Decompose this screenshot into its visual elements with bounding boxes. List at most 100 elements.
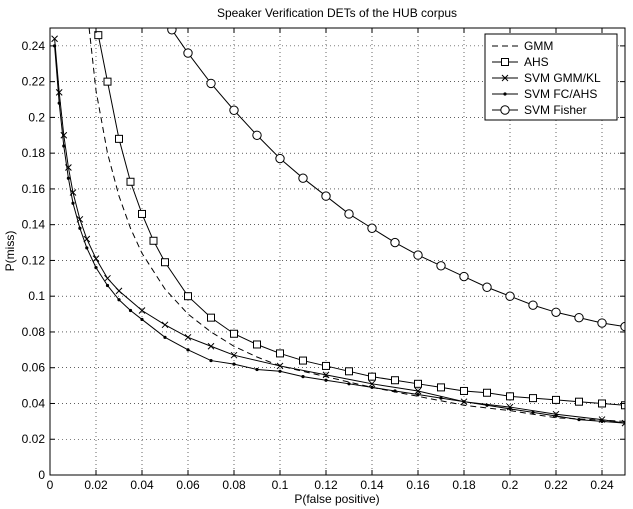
y-tick-label: 0.14 [22, 218, 46, 232]
data-point-svm-gmm-kl [207, 342, 215, 350]
data-point-svm-fisher [183, 48, 193, 58]
data-point-svm-gmm-kl [51, 35, 58, 43]
data-point-svm-fc-ahs [232, 362, 236, 366]
y-tick-label: 0.06 [22, 361, 46, 375]
data-point-svm-fc-ahs [393, 389, 397, 393]
data-point-ahs [322, 361, 330, 370]
data-point-svm-fc-ahs [57, 101, 61, 105]
data-point-svm-fisher [390, 237, 400, 248]
data-point-svm-fc-ahs [209, 358, 213, 363]
data-point-svm-fc-ahs [508, 407, 512, 411]
data-point-svm-fc-ahs [554, 414, 558, 418]
data-point-ahs [345, 367, 353, 376]
data-point-svm-fisher [528, 300, 538, 310]
x-tick-label: 0.2 [502, 478, 519, 492]
data-point-svm-gmm-kl [230, 351, 238, 359]
x-tick-label: 0.02 [84, 478, 108, 492]
legend-label-svm-fc-ahs: SVM FC/AHS [524, 87, 597, 101]
y-tick-label: 0.02 [22, 432, 46, 446]
data-point-ahs [391, 376, 399, 385]
data-point-ahs [230, 329, 238, 338]
series-layer [51, 28, 625, 427]
data-point-ahs [149, 236, 158, 245]
data-point-svm-fc-ahs [600, 419, 604, 423]
data-point-svm-fc-ahs [439, 396, 443, 400]
x-tick-label: 0.08 [222, 478, 246, 492]
data-point-ahs [207, 313, 215, 322]
series-svm-fisher [167, 28, 625, 332]
data-point-svm-fc-ahs [370, 385, 374, 389]
x-tick-label: 0.18 [452, 478, 476, 492]
y-tick-label: 0.08 [22, 325, 46, 339]
data-point-svm-gmm-kl [161, 321, 169, 329]
data-point-ahs [276, 349, 284, 358]
data-point-svm-fc-ahs [78, 226, 82, 230]
data-point-svm-fisher [298, 173, 308, 183]
x-tick-label: 0.14 [360, 478, 384, 492]
data-point-svm-fc-ahs [117, 298, 121, 302]
data-point-svm-fc-ahs [462, 400, 466, 404]
series-line-gmm [88, 28, 625, 422]
data-point-svm-fc-ahs [347, 382, 351, 386]
data-point-ahs [414, 379, 422, 388]
data-point-svm-fisher [482, 282, 492, 292]
data-point-svm-fisher [229, 105, 239, 115]
data-point-svm-fisher [206, 78, 216, 89]
legend-marker-svm-fisher [500, 105, 510, 115]
data-point-ahs [184, 292, 192, 301]
legend-label-svm-fisher: SVM Fisher [524, 103, 587, 117]
data-point-ahs [575, 397, 583, 406]
data-point-ahs [483, 388, 491, 397]
legend-label-gmm: GMM [524, 39, 553, 53]
data-point-svm-fc-ahs [71, 201, 75, 205]
data-point-svm-fisher [505, 291, 515, 301]
data-point-svm-gmm-kl [184, 333, 192, 341]
legend-marker-svm-fc-ahs [503, 92, 507, 96]
x-tick-label: 0 [47, 478, 54, 492]
data-point-ahs [138, 209, 146, 218]
data-point-svm-fc-ahs [140, 317, 144, 322]
x-tick-label: 0.22 [544, 478, 568, 492]
data-point-svm-fc-ahs [128, 308, 133, 313]
x-tick-label: 0.16 [406, 478, 430, 492]
data-point-ahs [103, 77, 112, 86]
y-axis-label: P(miss) [3, 231, 17, 272]
data-point-svm-fc-ahs [531, 410, 535, 415]
data-point-ahs [621, 401, 625, 410]
data-point-svm-fc-ahs [577, 417, 581, 422]
data-point-svm-gmm-kl [621, 419, 625, 427]
legend: GMM AHS SVM GMM/KL SVM FC/AHS SVM Fisher [484, 33, 618, 121]
y-tick-label: 0 [38, 468, 45, 482]
data-point-ahs [115, 134, 123, 143]
data-point-svm-fc-ahs [278, 369, 282, 373]
data-point-svm-fisher [367, 223, 377, 233]
data-point-svm-gmm-kl [322, 371, 330, 379]
data-point-svm-fisher [167, 28, 177, 35]
data-point-svm-fisher [252, 130, 262, 140]
data-point-ahs [437, 383, 445, 392]
data-point-svm-fisher [551, 307, 561, 317]
data-point-ahs [460, 386, 468, 395]
legend-label-svm-gmm-kl: SVM GMM/KL [524, 71, 601, 85]
data-point-ahs [126, 177, 135, 186]
data-point-svm-gmm-kl [115, 287, 123, 295]
data-point-svm-fc-ahs [255, 367, 259, 372]
y-tick-label: 0.18 [22, 146, 46, 160]
legend-box [484, 33, 618, 121]
data-point-svm-fc-ahs [416, 392, 420, 397]
y-tick-label: 0.22 [22, 75, 46, 89]
data-point-svm-fisher [597, 318, 607, 328]
data-point-svm-gmm-kl [55, 89, 63, 96]
data-point-svm-fc-ahs [186, 348, 190, 352]
data-point-svm-gmm-kl [414, 387, 422, 395]
legend-entry-ahs: AHS [492, 55, 549, 69]
data-point-svm-fc-ahs [485, 403, 489, 407]
data-point-svm-fc-ahs [324, 378, 328, 382]
legend-entry-gmm: GMM [492, 39, 553, 53]
data-point-svm-fisher [413, 250, 423, 260]
chart-title: Speaker Verification DETs of the HUB cor… [217, 6, 457, 20]
data-point-ahs [552, 395, 560, 404]
y-tick-label: 0.12 [22, 253, 46, 267]
data-point-svm-fisher [574, 312, 584, 323]
